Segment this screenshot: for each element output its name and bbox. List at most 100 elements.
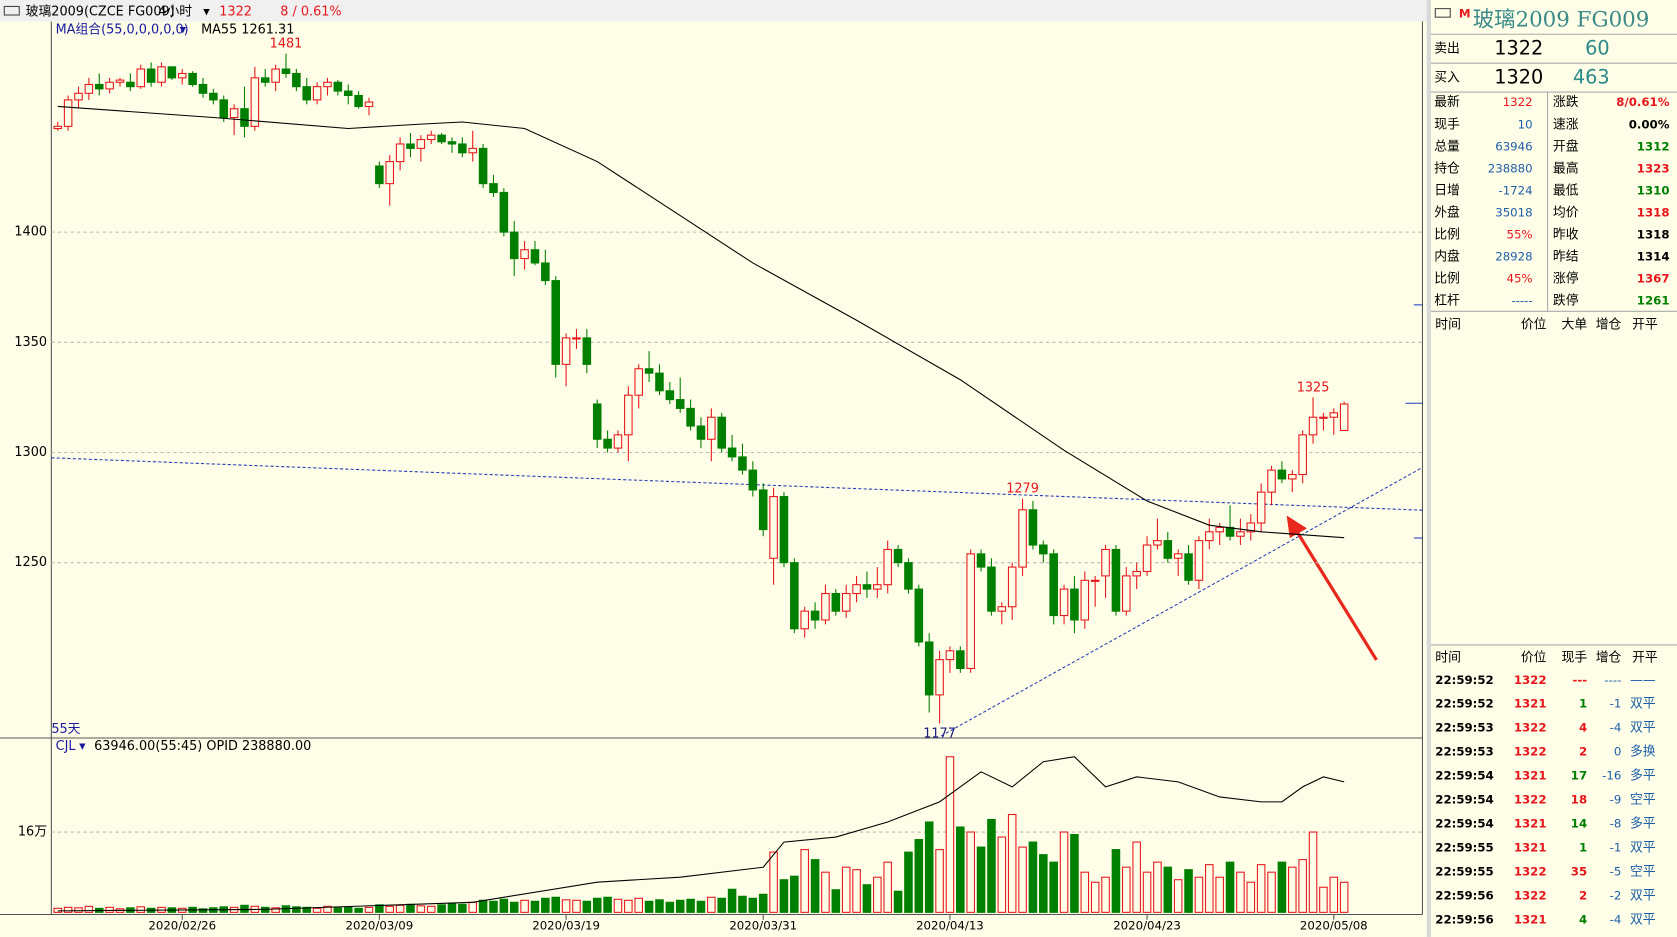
y-tick-label: 16万 (18, 825, 47, 840)
stat-label: 最新 (1434, 94, 1460, 110)
trade-type: 双平 (1630, 697, 1656, 712)
book-label: 卖出 (1434, 42, 1460, 57)
column-header: 价位 (1521, 650, 1547, 665)
candle-body (1028, 509, 1038, 546)
candle-body (198, 83, 208, 94)
splitter[interactable] (1426, 0, 1432, 937)
candle-body (1070, 588, 1079, 621)
volume-bar (1308, 831, 1318, 913)
stat-value: 1314 (1637, 249, 1670, 263)
candle-body (489, 183, 498, 193)
volume-bar (489, 900, 498, 913)
book-label: 买入 (1434, 71, 1460, 86)
volume-bar (1090, 881, 1100, 913)
volume-bar (1018, 846, 1027, 913)
candle-body (748, 469, 758, 491)
indicator-dropdown[interactable]: ▾ (180, 22, 187, 37)
volume-bar (997, 836, 1007, 913)
arrow (1294, 529, 1378, 661)
trade-oi: -5 (1610, 864, 1622, 878)
book-volume: 60 (1585, 37, 1610, 60)
volume-bar (333, 907, 343, 913)
stat-value: 1310 (1637, 183, 1670, 197)
candle-body (1163, 540, 1173, 559)
volume-bar (302, 906, 312, 913)
volume-bar (592, 897, 602, 913)
trade-time: 22:59:53 (1435, 721, 1493, 735)
candle-body (219, 99, 229, 119)
trade-time: 22:59:55 (1435, 840, 1493, 854)
y-tick-label: 1350 (14, 335, 47, 350)
indicator[interactable]: MA组合(55,0,0,0,0,0) (56, 22, 189, 37)
change: 8 / 0.61% (280, 4, 341, 19)
toolbar-icon[interactable] (3, 5, 20, 16)
period[interactable]: 4小时 (158, 4, 192, 19)
candle-body (592, 403, 602, 440)
volume-bar (779, 879, 789, 913)
volume-bar (748, 897, 758, 913)
candle-body (416, 139, 426, 149)
candle-body (966, 553, 975, 669)
candle-body (987, 566, 996, 612)
candle-body (644, 368, 654, 374)
trend-line (51, 457, 1423, 511)
candle-body (1059, 588, 1069, 617)
trade-oi: -1 (1610, 840, 1622, 854)
x-tick-label: 2020/04/13 (916, 919, 984, 933)
panel-icon[interactable] (1434, 8, 1451, 18)
candle-body (74, 92, 83, 101)
stat-value: 45% (1506, 271, 1532, 285)
candle-body (1111, 548, 1121, 612)
candle-body (520, 249, 529, 260)
trade-qty: 18 (1571, 793, 1587, 807)
stat-value: 1261 (1637, 294, 1670, 308)
volume-bar (883, 861, 892, 913)
extreme-label: 1325 (1297, 380, 1330, 395)
volume-bar (810, 859, 820, 913)
volume-bar (1153, 861, 1162, 913)
volume-bar (63, 906, 73, 913)
candle-body (1090, 579, 1100, 582)
stat-value: 8/0.61% (1616, 95, 1669, 109)
trade-oi: -9 (1610, 793, 1622, 807)
candle-body (841, 592, 851, 612)
volume-bar (136, 906, 146, 913)
stat-label: 比例 (1434, 271, 1460, 286)
candle-body (167, 66, 177, 79)
trade-type: 空平 (1630, 793, 1656, 808)
symbol: 玻璃2009(CZCE FG009) (26, 4, 175, 19)
volume-bar (790, 875, 799, 913)
volume-label[interactable]: CJL (56, 739, 77, 754)
stat-label: 涨跌 (1553, 94, 1579, 110)
last-price: 1322 (219, 4, 252, 19)
volume-bar (323, 905, 332, 913)
candle-body (260, 77, 270, 83)
x-tick-label: 2020/04/23 (1113, 919, 1181, 933)
stat-label: 均价 (1553, 205, 1579, 220)
trade-oi: -2 (1610, 888, 1622, 902)
volume-dropdown[interactable]: ▾ (79, 739, 86, 754)
volume-bar (821, 871, 830, 913)
candle-body (250, 77, 260, 127)
volume-bar (873, 876, 882, 913)
stat-label: 跌停 (1553, 293, 1579, 309)
column-header: 现手 (1562, 650, 1588, 665)
volume-bar (426, 905, 436, 913)
candle-body (177, 72, 187, 79)
candle-body (292, 72, 301, 88)
volume-bar (1028, 841, 1038, 913)
x-tick-label: 2020/03/19 (532, 919, 600, 933)
period-dropdown[interactable]: ▾ (203, 4, 210, 19)
trade-qty: 1 (1579, 840, 1587, 854)
extreme-label: 1279 (1006, 482, 1039, 497)
volume-bar (1194, 876, 1204, 913)
volume-bar (696, 900, 706, 913)
candle-body (1018, 509, 1027, 568)
volume-bar (862, 884, 872, 913)
candle-body (572, 337, 581, 340)
candle-body (1132, 570, 1141, 577)
volume-bar (893, 890, 903, 913)
panel-title: 玻璃2009 FG009 (1473, 7, 1650, 32)
